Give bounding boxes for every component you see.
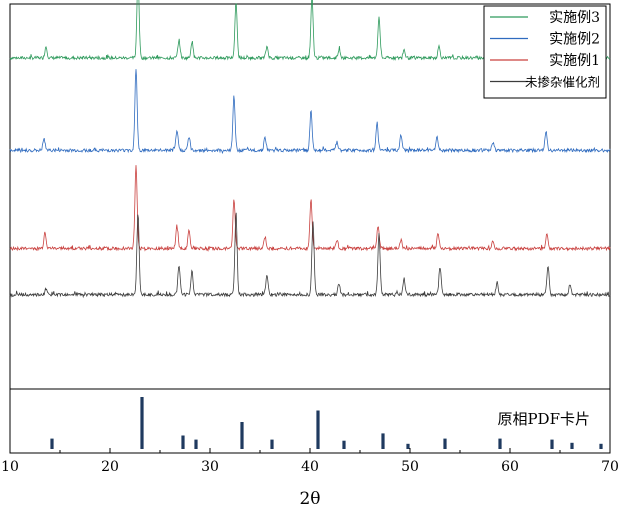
reference-layer [50,397,603,449]
x-tick-label-50: 50 [401,459,419,475]
reference-line-6 [270,439,274,449]
x-axis-label: 2θ [299,489,320,509]
legend-label-4: 未掺杂催化剂 [525,75,600,90]
reference-line-14 [570,442,574,449]
reference-line-9 [381,433,385,449]
x-tick-label-60: 60 [501,459,519,475]
series-line-2 [9,69,611,155]
series-line-4 [9,212,611,299]
x-tick-label-40: 40 [301,459,319,475]
reference-line-12 [498,438,502,449]
legend-label-1: 实施例3 [549,10,600,26]
reference-line-13 [550,439,554,449]
reference-line-5 [240,422,244,449]
reference-label: 原相PDF卡片 [497,410,590,428]
reference-line-15 [599,443,603,449]
x-axis: 10 20 30 40 50 60 70 [1,448,619,475]
reference-line-1 [50,438,54,449]
x-tick-label-70: 70 [601,459,619,475]
reference-line-4 [194,439,198,449]
x-tick-label-10: 10 [1,459,19,475]
series-line-3 [9,165,611,252]
legend-label-3: 实施例1 [549,53,600,69]
reference-line-8 [342,440,346,449]
reference-line-7 [316,410,320,449]
x-tick-label-20: 20 [101,459,119,475]
legend: 实施例3 实施例2 实施例1 未掺杂催化剂 [483,5,607,99]
reference-line-11 [443,438,447,449]
reference-line-3 [181,435,185,449]
reference-line-2 [140,397,144,449]
legend-box [483,5,607,99]
x-tick-label-30: 30 [201,459,219,475]
reference-line-10 [406,443,410,449]
legend-label-2: 实施例2 [549,32,600,48]
